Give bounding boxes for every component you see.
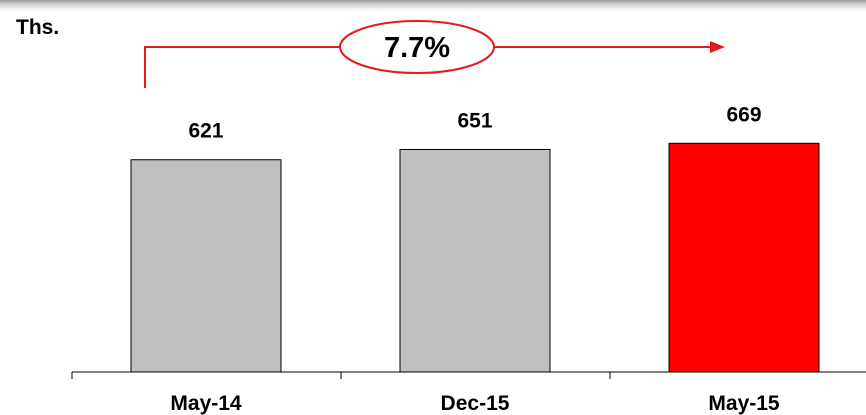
data-label: 621 xyxy=(188,120,223,143)
bar-dec-15 xyxy=(399,148,551,373)
data-label: 651 xyxy=(457,109,492,132)
growth-label: 7.7% xyxy=(384,32,450,64)
unit-label: Ths. xyxy=(16,16,60,39)
growth-arrow-line xyxy=(144,46,710,88)
x-tick-label: Dec-15 xyxy=(441,392,510,415)
growth-ellipse xyxy=(339,20,495,74)
tick-labels-group: May-14 Dec-15 May-15 xyxy=(170,392,780,415)
growth-arrowhead xyxy=(710,41,725,53)
bar-may-14 xyxy=(130,159,282,373)
x-axis xyxy=(71,371,866,379)
value-labels-group: 621 651 669 xyxy=(188,103,761,142)
top-shadow xyxy=(0,0,866,12)
data-label: 669 xyxy=(726,103,761,126)
bar-may-15 xyxy=(668,142,820,373)
bars-group xyxy=(130,142,820,373)
growth-annotation: 7.7% xyxy=(144,20,725,88)
x-tick-label: May-14 xyxy=(170,392,242,415)
x-tick-label: May-15 xyxy=(708,392,780,415)
